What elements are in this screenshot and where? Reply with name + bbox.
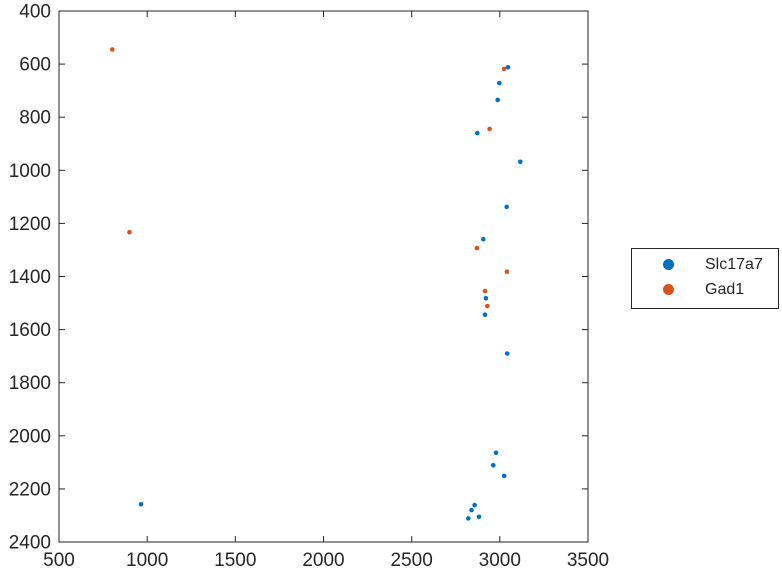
data-point-slc17a7	[493, 450, 499, 456]
data-point-gad1	[474, 245, 480, 251]
data-point-slc17a7	[469, 507, 474, 513]
x-tick-label: 3500	[567, 550, 609, 571]
y-tick-label: 1800	[9, 373, 51, 394]
data-point-slc17a7	[518, 159, 523, 165]
x-tick-label: 1000	[126, 550, 168, 571]
data-point-slc17a7	[505, 65, 511, 70]
data-point-slc17a7	[466, 516, 471, 521]
legend: Slc17a7 Gad1	[631, 248, 779, 309]
y-tick-label: 800	[19, 108, 51, 129]
data-point-slc17a7	[504, 204, 510, 210]
y-tick-label: 1000	[9, 161, 51, 182]
data-point-slc17a7	[481, 237, 486, 242]
data-point-gad1	[504, 269, 510, 275]
data-point-slc17a7	[495, 97, 501, 103]
y-tick-label: 2200	[9, 479, 51, 500]
data-point-slc17a7	[138, 502, 144, 507]
data-point-slc17a7	[482, 312, 488, 318]
y-tick-label: 1600	[9, 320, 51, 341]
x-tick-label: 1500	[214, 550, 256, 571]
data-point-slc17a7	[483, 296, 489, 301]
legend-marker-gad1	[663, 284, 674, 295]
data-point-gad1	[501, 66, 507, 72]
data-point-slc17a7	[504, 351, 510, 356]
data-point-gad1	[485, 303, 490, 309]
data-point-slc17a7	[491, 463, 496, 468]
x-tick-label: 2500	[391, 550, 433, 571]
legend-label-gad1: Gad1	[705, 280, 745, 298]
legend-marker-slc17a7	[663, 259, 674, 270]
x-tick-label: 3000	[479, 550, 521, 571]
legend-item-slc17a7: Slc17a7	[632, 252, 778, 277]
y-tick-label: 2400	[9, 533, 51, 554]
data-point-slc17a7	[501, 473, 507, 479]
data-point-slc17a7	[476, 514, 482, 520]
data-point-slc17a7	[475, 130, 480, 136]
y-tick-label: 600	[19, 55, 51, 76]
data-point-slc17a7	[472, 502, 477, 508]
y-tick-label: 1400	[9, 267, 51, 288]
legend-label-slc17a7: Slc17a7	[705, 255, 763, 273]
y-tick-label: 1200	[9, 214, 51, 235]
y-tick-label: 2000	[9, 426, 51, 447]
data-point-gad1	[110, 47, 115, 52]
legend-item-gad1: Gad1	[632, 277, 778, 302]
x-tick-label: 2000	[302, 550, 344, 571]
data-point-gad1	[127, 229, 132, 235]
data-point-gad1	[487, 126, 492, 132]
data-point-gad1	[482, 288, 488, 294]
plot-box	[58, 10, 589, 543]
y-tick-label: 400	[19, 2, 51, 23]
x-tick-label: 500	[43, 550, 75, 571]
data-point-slc17a7	[497, 80, 502, 86]
